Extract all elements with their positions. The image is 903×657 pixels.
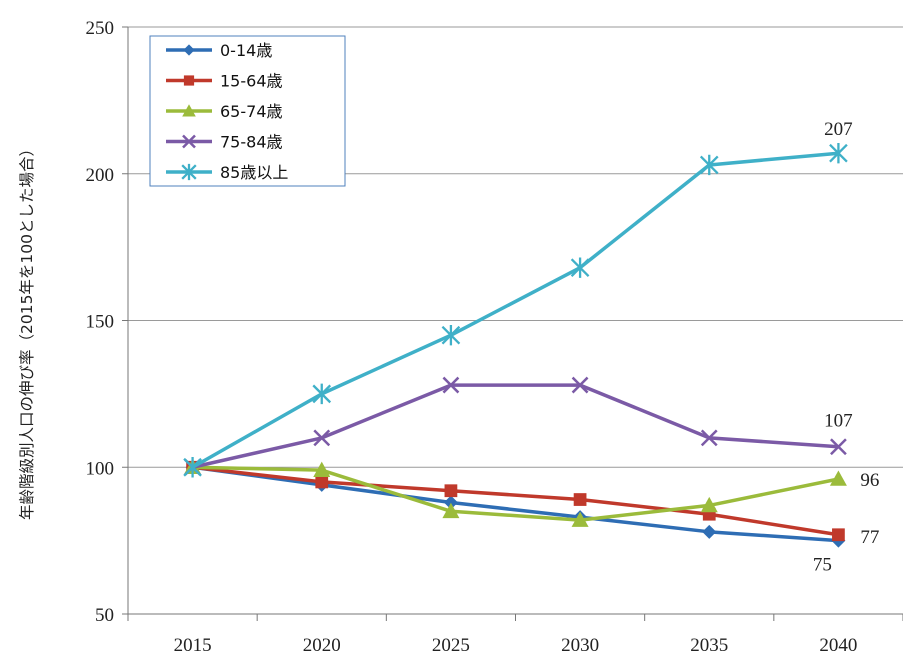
legend-entry: 85歳以上: [166, 163, 288, 182]
data-label: 75: [813, 555, 832, 576]
y-tick-label: 50: [95, 605, 114, 626]
data-point: [444, 484, 458, 498]
x-tick-label: 2015: [174, 635, 212, 656]
data-point: [699, 154, 719, 176]
data-label: 96: [860, 470, 879, 491]
series-line: [192, 465, 839, 543]
data-point: [441, 324, 461, 346]
x-tick-label: 2025: [432, 635, 470, 656]
data-point: [570, 257, 590, 278]
x-tick-label: 2040: [819, 635, 857, 656]
data-point: [443, 495, 458, 510]
legend-entry: 65-74歳: [166, 102, 283, 121]
data-label: 107: [824, 411, 853, 432]
series-1: [186, 460, 845, 542]
data-point: [700, 496, 718, 513]
legend-marker: [182, 134, 196, 149]
y-tick-label: 150: [86, 312, 115, 333]
data-point: [442, 502, 460, 519]
legend-entry: 15-64歳: [166, 72, 283, 91]
data-point: [571, 511, 589, 527]
y-tick-label: 250: [86, 18, 115, 39]
axes: 50 100 150 200 250 2015 2020 2025 2030 2035 2040: [86, 18, 903, 656]
data-point: [702, 524, 717, 539]
data-point: [573, 493, 587, 506]
data-point: [313, 461, 331, 477]
data-point: [313, 429, 331, 447]
legend: 0-14歳 15-64歳 65-74歳 75-84歳 85歳以上: [149, 35, 346, 187]
series-line: [192, 383, 839, 469]
x-tick-label: 2035: [690, 635, 728, 656]
series-line: [191, 151, 839, 469]
legend-label: 85歳以上: [220, 163, 288, 182]
data-point: [315, 475, 329, 489]
series-line: [192, 465, 839, 537]
legend-label: 15-64歳: [220, 72, 283, 91]
series-lines: [183, 143, 848, 548]
data-point: [700, 429, 718, 447]
series-0: [185, 460, 846, 548]
data-labels: 207 107 96 77 75: [813, 119, 880, 575]
data-point: [829, 470, 847, 486]
data-label: 207: [824, 119, 853, 140]
legend-marker: [183, 44, 195, 56]
y-axis-label: 年齢階級別人口の伸び率（2015年を100とした場合）: [18, 141, 36, 520]
series-3: [184, 376, 847, 476]
data-point: [183, 457, 202, 478]
y-tick-label: 100: [86, 458, 115, 479]
legend-label: 0-14歳: [220, 41, 272, 60]
data-point: [829, 143, 848, 164]
series-line: [192, 465, 839, 522]
legend-marker: [181, 163, 197, 181]
series-4: [183, 143, 848, 478]
data-point: [832, 528, 845, 542]
data-label: 77: [860, 527, 879, 548]
data-point: [830, 438, 847, 456]
data-point: [442, 376, 460, 394]
x-tick-label: 2020: [303, 635, 341, 656]
legend-label: 75-84歳: [220, 133, 283, 152]
legend-marker: [182, 104, 196, 117]
legend-marker: [183, 75, 195, 86]
series-2: [184, 458, 847, 527]
legend-entry: 0-14歳: [166, 41, 272, 60]
legend-entry: 75-84歳: [166, 133, 283, 152]
data-point: [312, 383, 332, 405]
data-point: [571, 376, 589, 394]
x-tick-label: 2030: [561, 635, 599, 656]
legend-label: 65-74歳: [220, 102, 283, 121]
y-tick-label: 200: [86, 165, 115, 186]
